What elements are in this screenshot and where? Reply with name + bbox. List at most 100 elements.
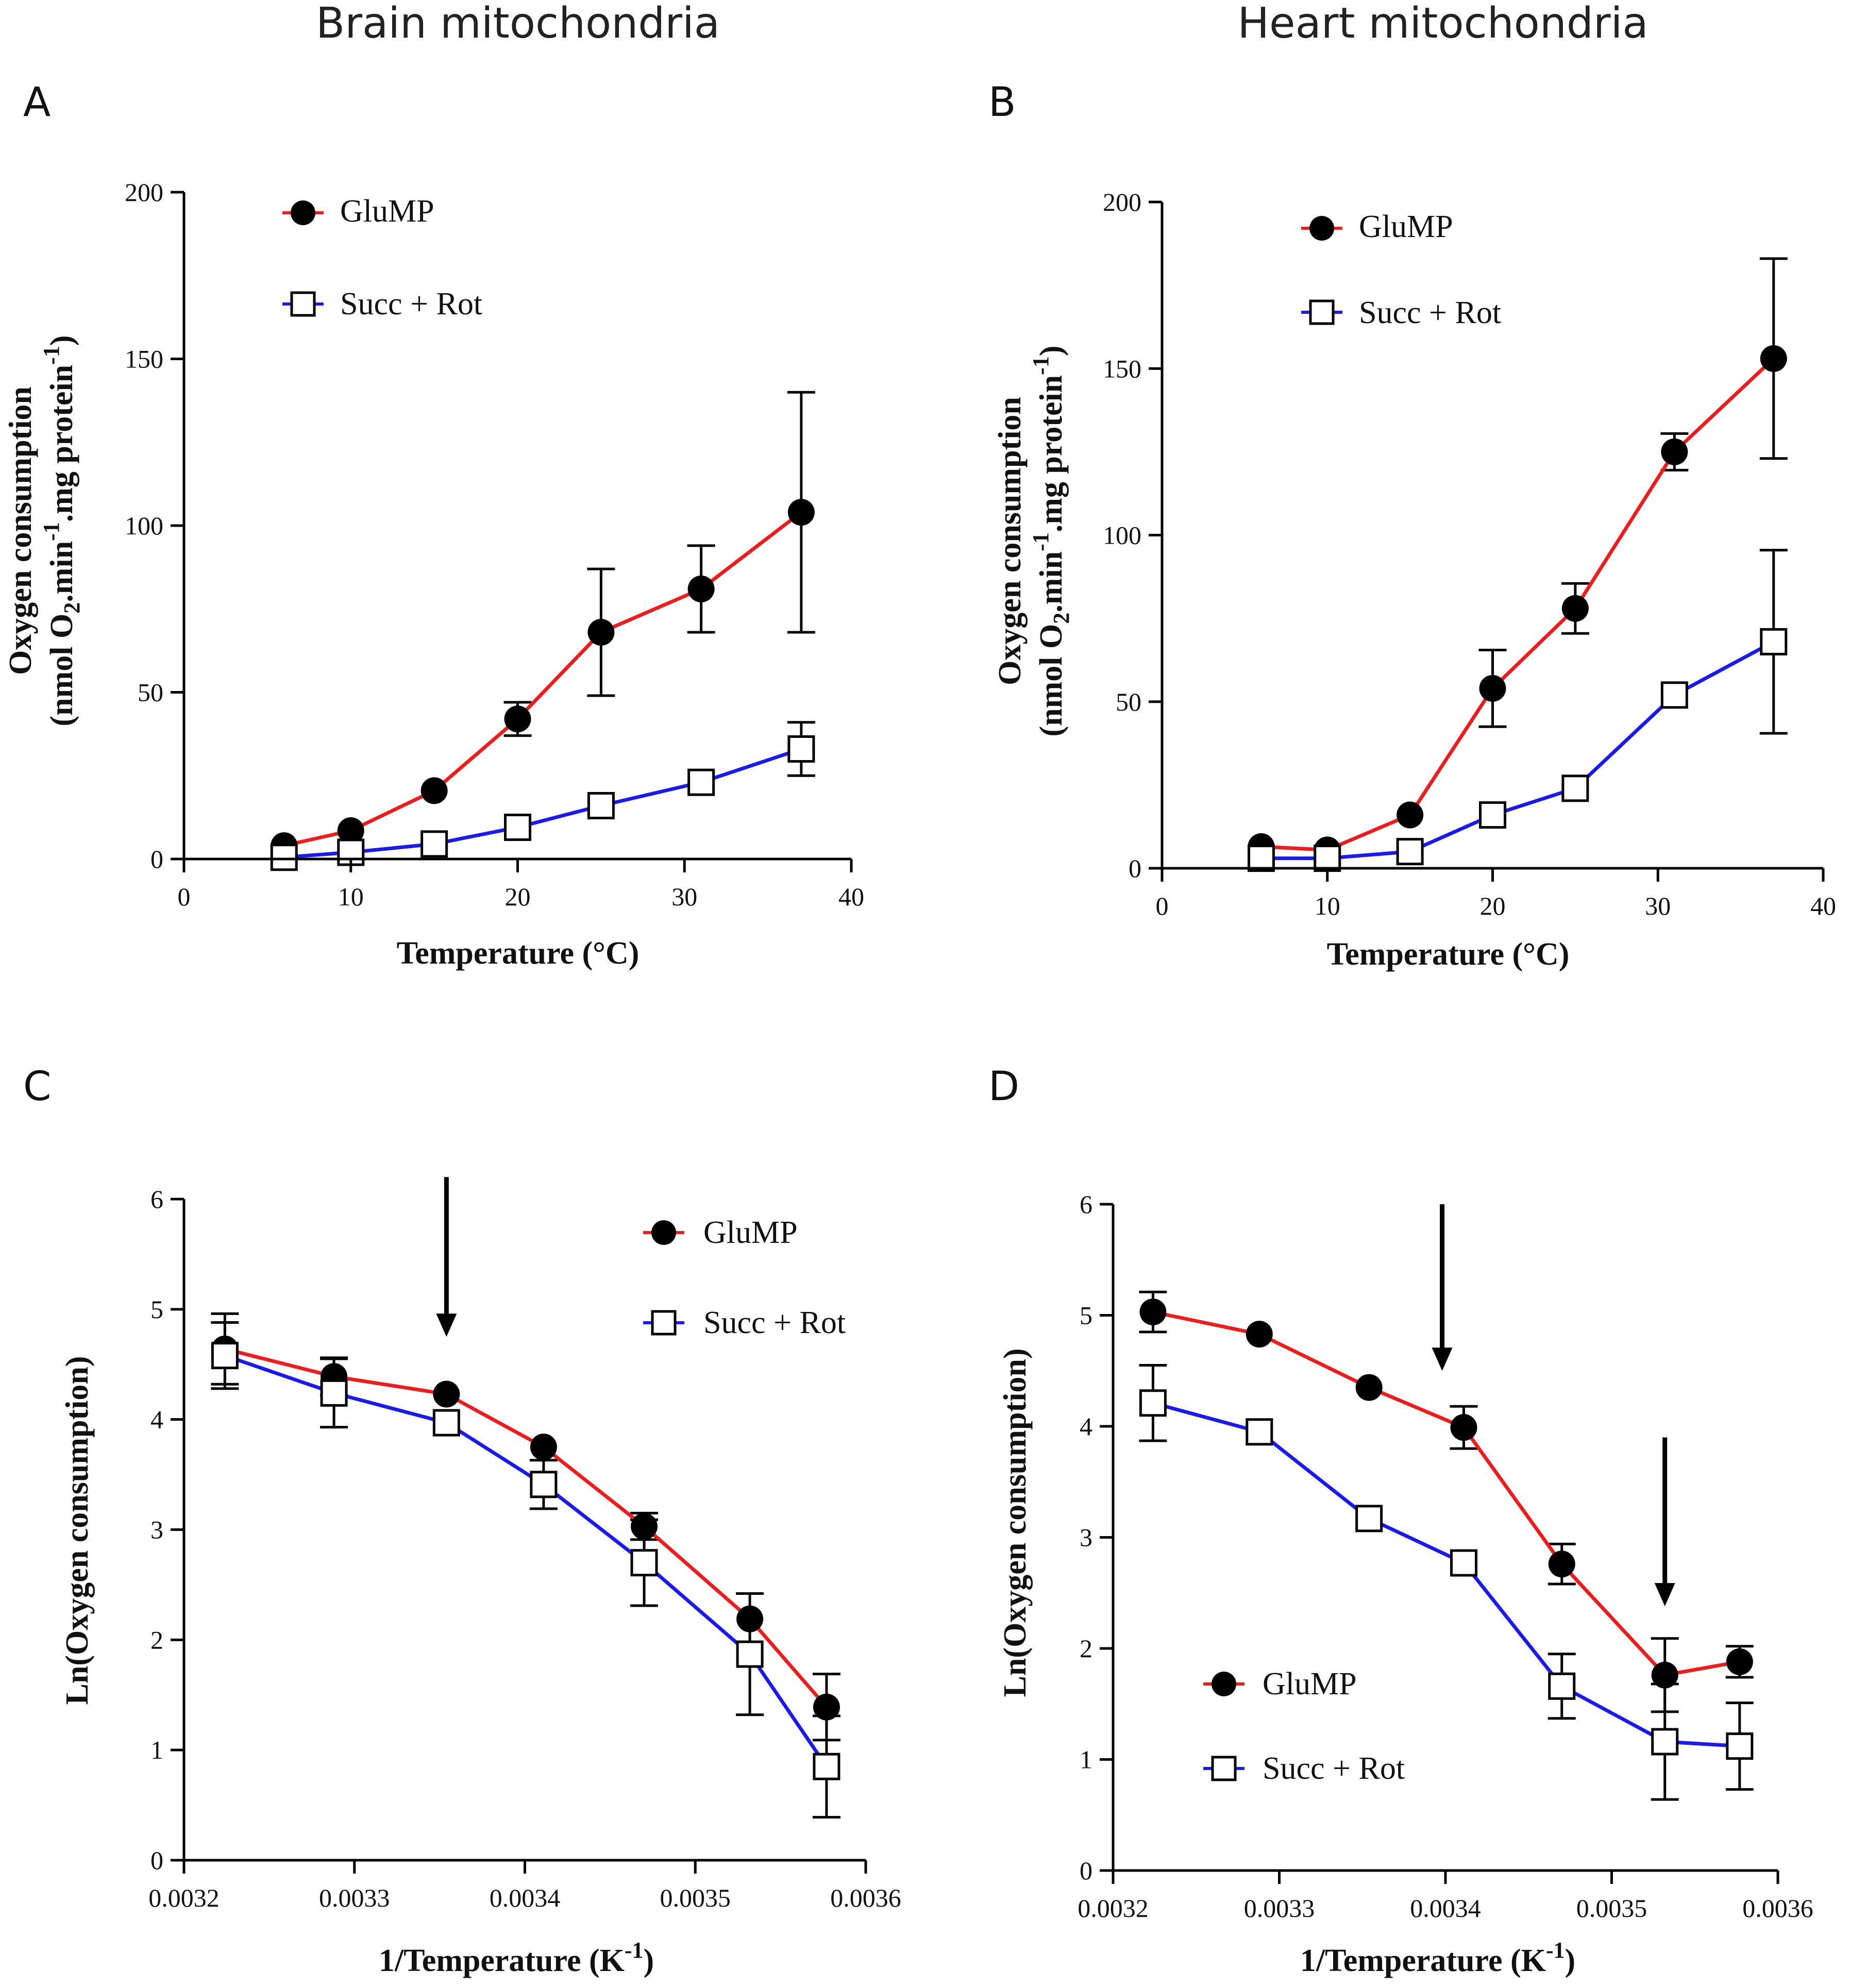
y-axis-label: Ln(Oxygen consumption) [998, 1349, 1033, 1697]
data-point-glump [1726, 1648, 1753, 1675]
legend-glump-label: GluMP [703, 1215, 798, 1250]
legend-succ-label: Succ + Rot [1263, 1751, 1405, 1786]
x-tick-label: 0 [178, 882, 191, 911]
x-axis-label: Temperature (°C) [397, 936, 640, 971]
y-axis-label-line1: Oxygen consumption [3, 386, 38, 675]
data-point-succ [1355, 1505, 1383, 1532]
data-point-succ [320, 1379, 348, 1407]
x-tick-label: 0 [1156, 891, 1169, 920]
legend-succ-label: Succ + Rot [1359, 295, 1501, 330]
panel-a: A 0 10 20 30 40 0 50 100 150 200 GluMP Succ + Rot… [3, 79, 864, 971]
panel-c: C 0.0032 0.0033 0.0034 0.0035 0.00360123456 … [23, 1064, 901, 1978]
x-tick-label: 0.0034 [490, 1883, 561, 1912]
legend-glump-marker [1309, 216, 1334, 241]
data-point-succ [813, 1753, 840, 1780]
y-tick-label: 3 [150, 1515, 163, 1544]
panel-label: A [23, 79, 51, 126]
y-tick-label: 0 [1129, 854, 1141, 883]
x-tick-label: 10 [338, 882, 364, 911]
x-tick-label: 40 [1810, 891, 1836, 920]
data-point-glump [421, 777, 448, 804]
y-tick-label: 5 [150, 1295, 163, 1324]
data-point-succ [1450, 1549, 1477, 1577]
data-point-succ [1247, 845, 1275, 872]
y-tick-label: 0 [150, 845, 163, 873]
x-tick-label: 0.0032 [148, 1883, 220, 1912]
y-tick-label: 4 [1080, 1412, 1092, 1441]
panel-label: C [23, 1064, 51, 1110]
data-point-succ [630, 1549, 658, 1577]
y-tick-label: 100 [125, 511, 163, 540]
legend-succ-marker [290, 291, 316, 317]
legend-succ-label: Succ + Rot [340, 287, 482, 322]
panel-label: B [988, 79, 1016, 126]
panel-label: D [988, 1064, 1019, 1110]
header-heart-mitochondria: Heart mitochondria [1237, 0, 1648, 48]
data-point-succ [1561, 774, 1589, 802]
x-tick-label: 0.0034 [1410, 1894, 1481, 1923]
data-point-glump [1479, 675, 1506, 702]
data-point-glump [433, 1380, 460, 1408]
data-point-succ [736, 1640, 764, 1668]
data-point-glump [1651, 1661, 1678, 1689]
data-point-glump [1355, 1374, 1383, 1401]
data-point-glump [1450, 1414, 1477, 1441]
y-axis-label-line2: (nmol O2.min-1.mg protein-1) [39, 335, 85, 727]
y-axis-label-line1: Oxygen consumption [993, 397, 1028, 685]
data-point-glump [631, 1513, 658, 1540]
annotation-arrow [1654, 1437, 1675, 1607]
x-tick-label: 0.0036 [830, 1883, 901, 1912]
data-point-succ [687, 768, 715, 796]
data-point-succ [504, 814, 531, 841]
y-axis-label-line2: (nmol O2.min-1.mg protein-1) [1028, 346, 1074, 737]
data-point-glump [337, 817, 364, 845]
data-point-glump [736, 1605, 764, 1632]
legend-glump-marker [651, 1220, 676, 1245]
data-point-succ [1726, 1732, 1754, 1760]
y-tick-label: 150 [125, 345, 163, 374]
data-point-succ [1760, 628, 1788, 655]
y-tick-label: 1 [150, 1736, 163, 1764]
data-point-glump [787, 499, 815, 526]
data-point-succ [1651, 1728, 1679, 1756]
y-tick-label: 50 [1116, 687, 1141, 716]
panel-d: D 0.0032 0.0033 0.0034 0.0035 0.00360123456 … [988, 1064, 1813, 1978]
x-tick-label: 20 [505, 882, 531, 911]
data-point-succ [270, 844, 298, 871]
y-tick-label: 0 [1080, 1856, 1092, 1885]
x-tick-label: 0.0033 [319, 1883, 390, 1912]
y-tick-label: 1 [1080, 1745, 1092, 1774]
data-point-succ [1548, 1672, 1576, 1700]
data-point-glump [1397, 801, 1424, 829]
x-tick-label: 0.0036 [1742, 1894, 1813, 1923]
legend-glump-marker [291, 200, 315, 225]
y-tick-label: 3 [1080, 1523, 1092, 1552]
data-point-glump [813, 1693, 840, 1721]
data-point-glump [687, 575, 715, 602]
legend-succ-marker [651, 1310, 677, 1336]
legend: GluMP Succ + Rot [282, 194, 482, 322]
legend-glump-label: GluMP [1359, 209, 1453, 244]
y-tick-label: 150 [1103, 354, 1141, 383]
data-point-succ [1139, 1389, 1167, 1417]
x-tick-label: 0.0033 [1244, 1894, 1315, 1923]
y-tick-label: 6 [150, 1185, 163, 1214]
annotation-arrow [1432, 1204, 1453, 1371]
data-point-glump [1661, 438, 1688, 465]
data-point-glump [1246, 1321, 1273, 1348]
header-brain-mitochondria: Brain mitochondria [316, 0, 720, 48]
panel-b: B 0 10 20 30 40 0 50 100 150 200 GluMP Succ + Rot… [988, 79, 1836, 972]
x-tick-label: 30 [1645, 891, 1671, 920]
y-tick-label: 6 [1080, 1190, 1092, 1219]
y-tick-label: 4 [150, 1405, 163, 1434]
data-point-glump [1139, 1299, 1167, 1326]
x-tick-label: 20 [1480, 891, 1506, 920]
y-axis-label: Ln(Oxygen consumption) [60, 1356, 95, 1705]
x-axis-label: 1/Temperature (K-1) [379, 1938, 654, 1978]
data-point-succ [1479, 801, 1506, 829]
legend-glump-label: GluMP [340, 194, 434, 229]
x-tick-label: 0.0035 [660, 1883, 731, 1912]
x-axis-label: 1/Temperature (K-1) [1300, 1938, 1575, 1978]
